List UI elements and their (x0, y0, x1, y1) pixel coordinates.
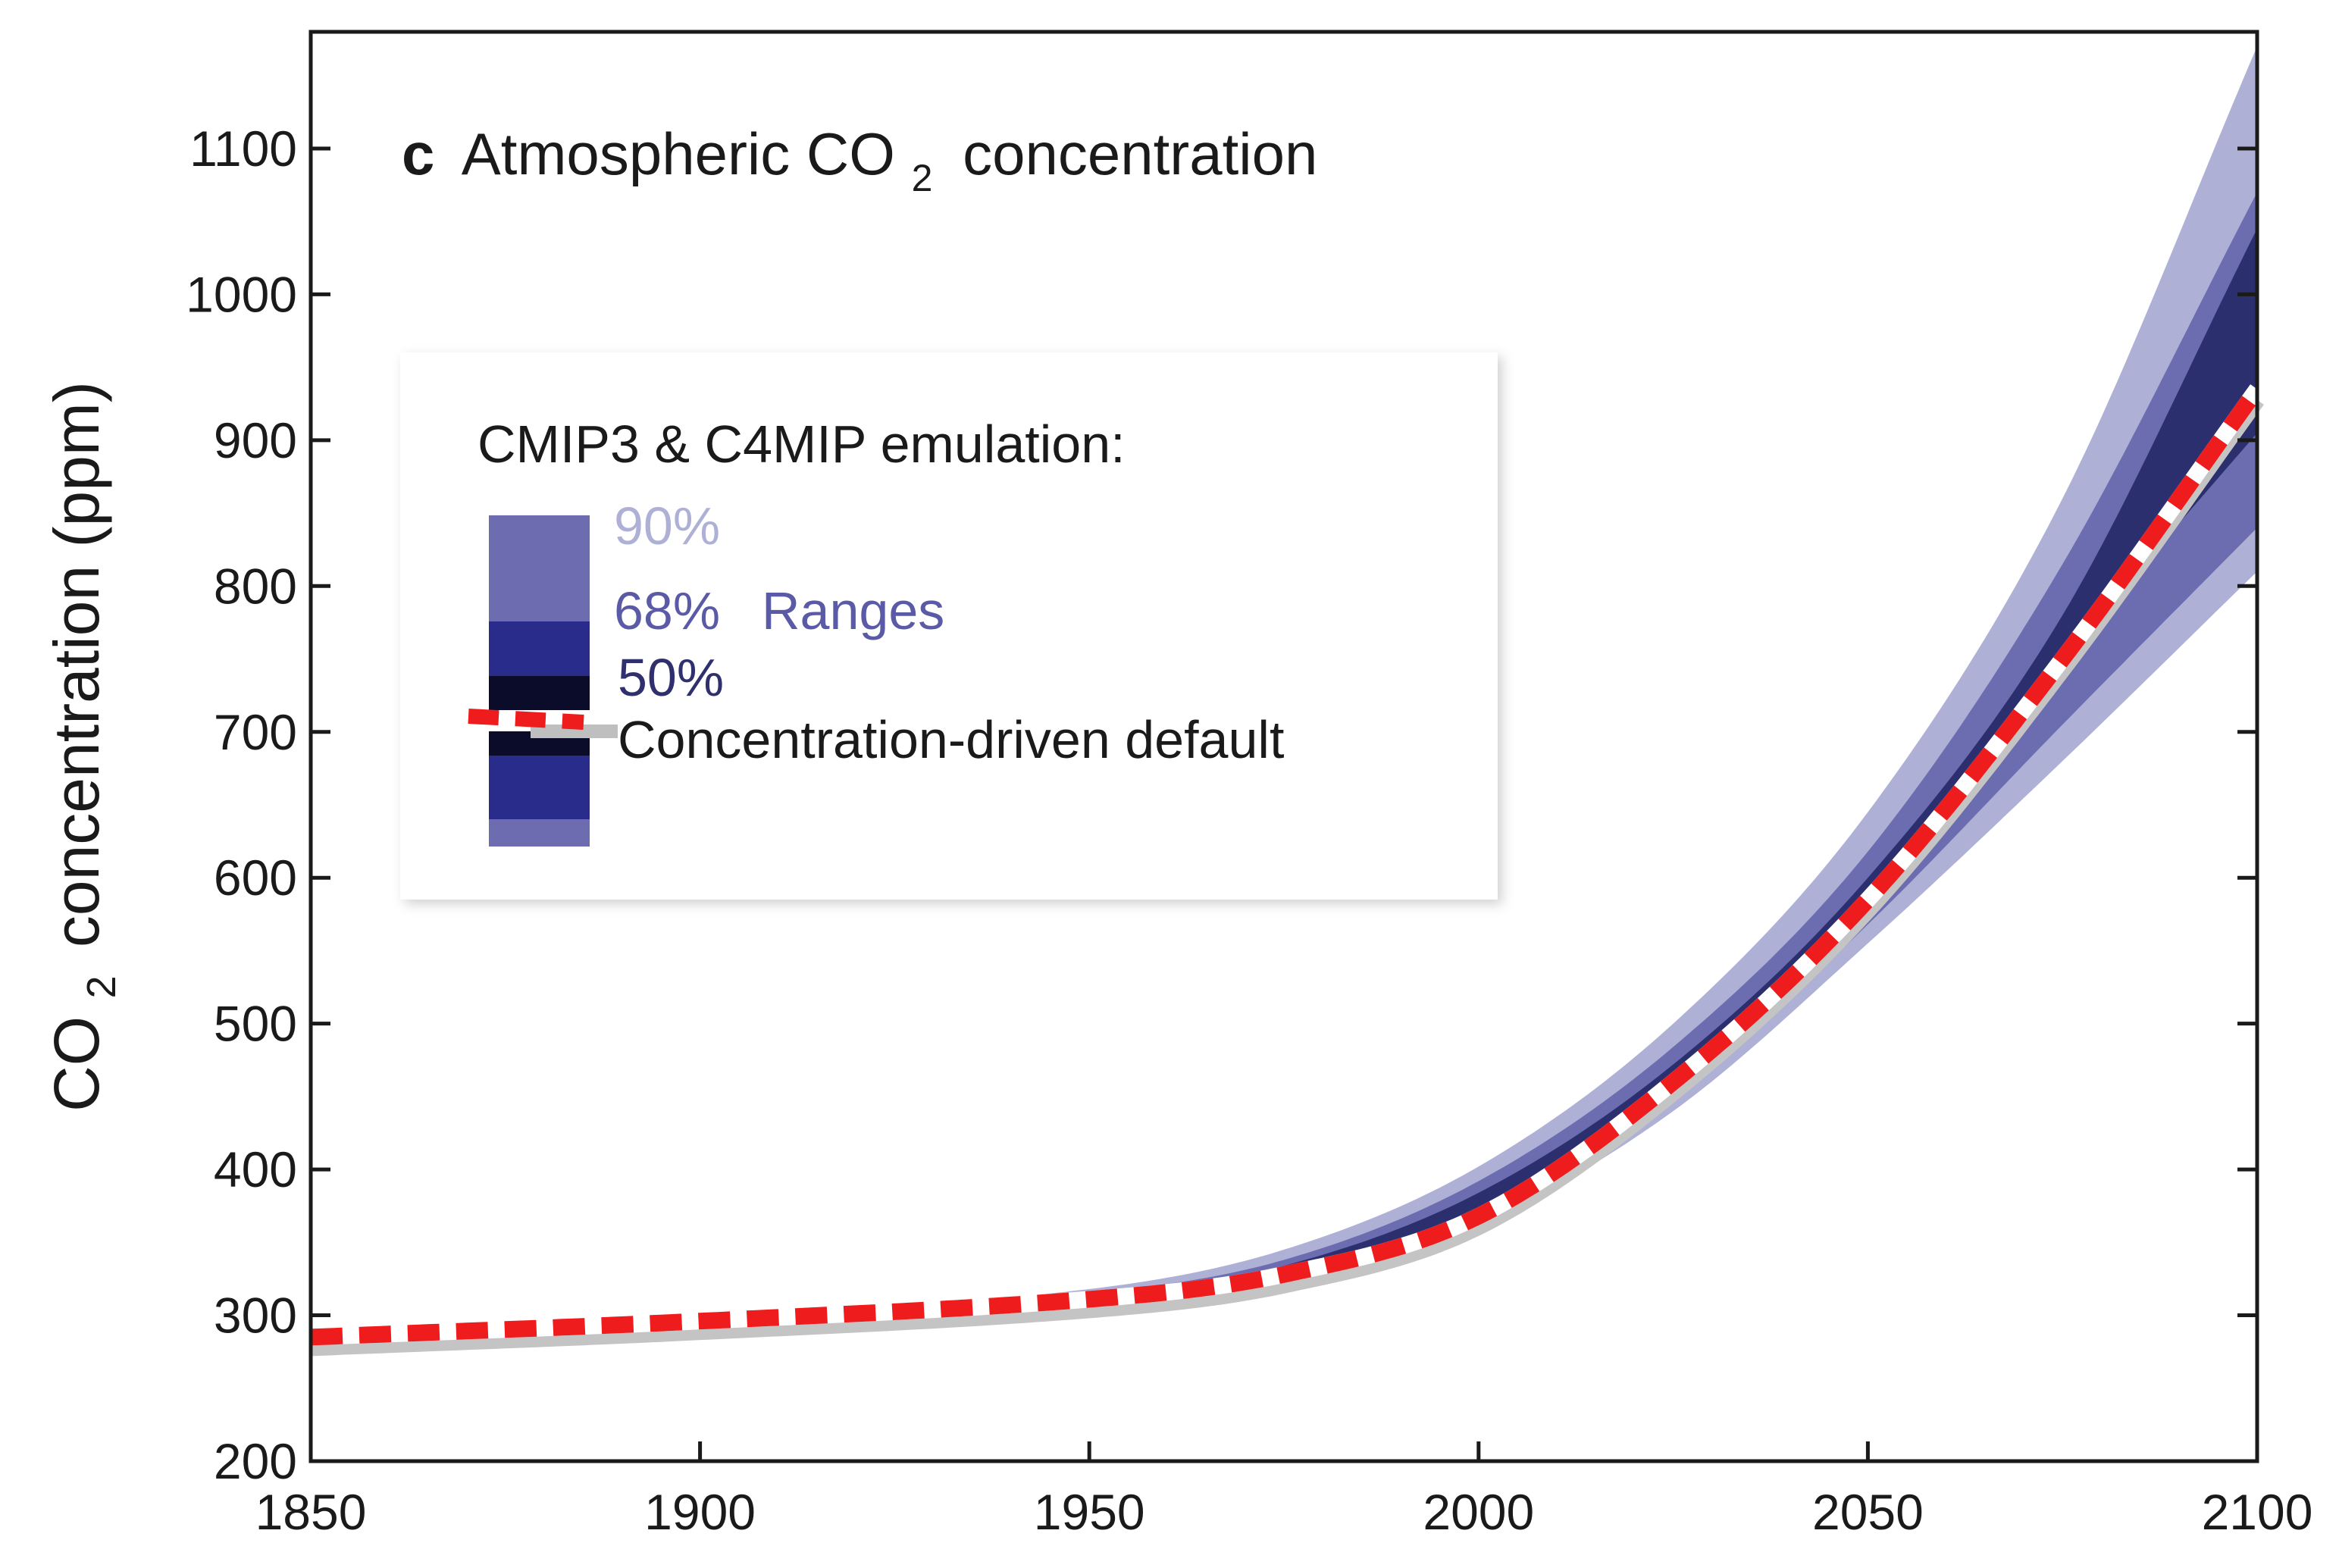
legend: CMIP3 & C4MIP emulation: 90% 68% Ranges … (400, 352, 1498, 900)
x-tick-label: 1950 (1034, 1484, 1145, 1540)
y-tick-label: 800 (214, 558, 297, 614)
legend-swatch-90-top (489, 515, 590, 621)
panel-title-subscript: 2 (912, 157, 933, 199)
legend-swatch-68-bottom (489, 756, 590, 819)
x-tick-label: 1900 (644, 1484, 756, 1540)
legend-swatch (468, 515, 618, 847)
y-tick-label: 1100 (189, 120, 297, 177)
legend-label-default: Concentration-driven default (618, 710, 1284, 769)
x-axis: 1850 1900 1950 2000 2050 2100 (255, 1441, 2313, 1540)
y-axis-title-suffix: concentration (ppm) (41, 381, 112, 947)
y-tick-label: 400 (214, 1141, 297, 1197)
y-axis-title-subscript: 2 (79, 975, 124, 998)
y-tick-label: 300 (214, 1288, 297, 1344)
y-tick-label: 200 (214, 1433, 297, 1489)
y-tick-label: 900 (214, 412, 297, 468)
legend-label-50: 50% (618, 648, 724, 707)
x-tick-label: 2100 (2202, 1484, 2313, 1540)
x-tick-label: 1850 (255, 1484, 367, 1540)
legend-label-90: 90% (614, 496, 720, 556)
legend-title: CMIP3 & C4MIP emulation: (478, 415, 1126, 474)
legend-swatch-68-top (489, 621, 590, 676)
y-tick-label: 1000 (186, 266, 297, 322)
y-tick-label: 600 (214, 850, 297, 906)
plot-area (310, 46, 2264, 1357)
y-tick-label: 700 (214, 704, 297, 760)
panel-title-suffix: concentration (963, 120, 1317, 187)
y-tick-label: 500 (214, 996, 297, 1052)
axes-frame (308, 30, 2259, 1463)
y-axis-title: CO 2 concentration (ppm) (41, 381, 129, 1112)
legend-swatch-90-bottom (489, 819, 590, 847)
legend-label-68: 68% (614, 581, 720, 640)
series-line-0 (310, 384, 2264, 1346)
panel-title-prefix: Atmospheric CO (462, 120, 895, 187)
x-tick-label: 2050 (1812, 1484, 1924, 1540)
panel-title: c Atmospheric CO 2 concentration (402, 120, 1317, 204)
legend-swatch-50-top (489, 676, 590, 710)
panel-letter: c (402, 120, 434, 187)
legend-label-ranges: Ranges (762, 581, 944, 640)
y-axis: 200 300 400 500 600 700 800 900 1000 1100 (186, 120, 2257, 1489)
legend-default-dash (468, 709, 584, 730)
x-tick-label: 2000 (1423, 1484, 1534, 1540)
y-axis-title-prefix: CO (41, 1016, 112, 1112)
